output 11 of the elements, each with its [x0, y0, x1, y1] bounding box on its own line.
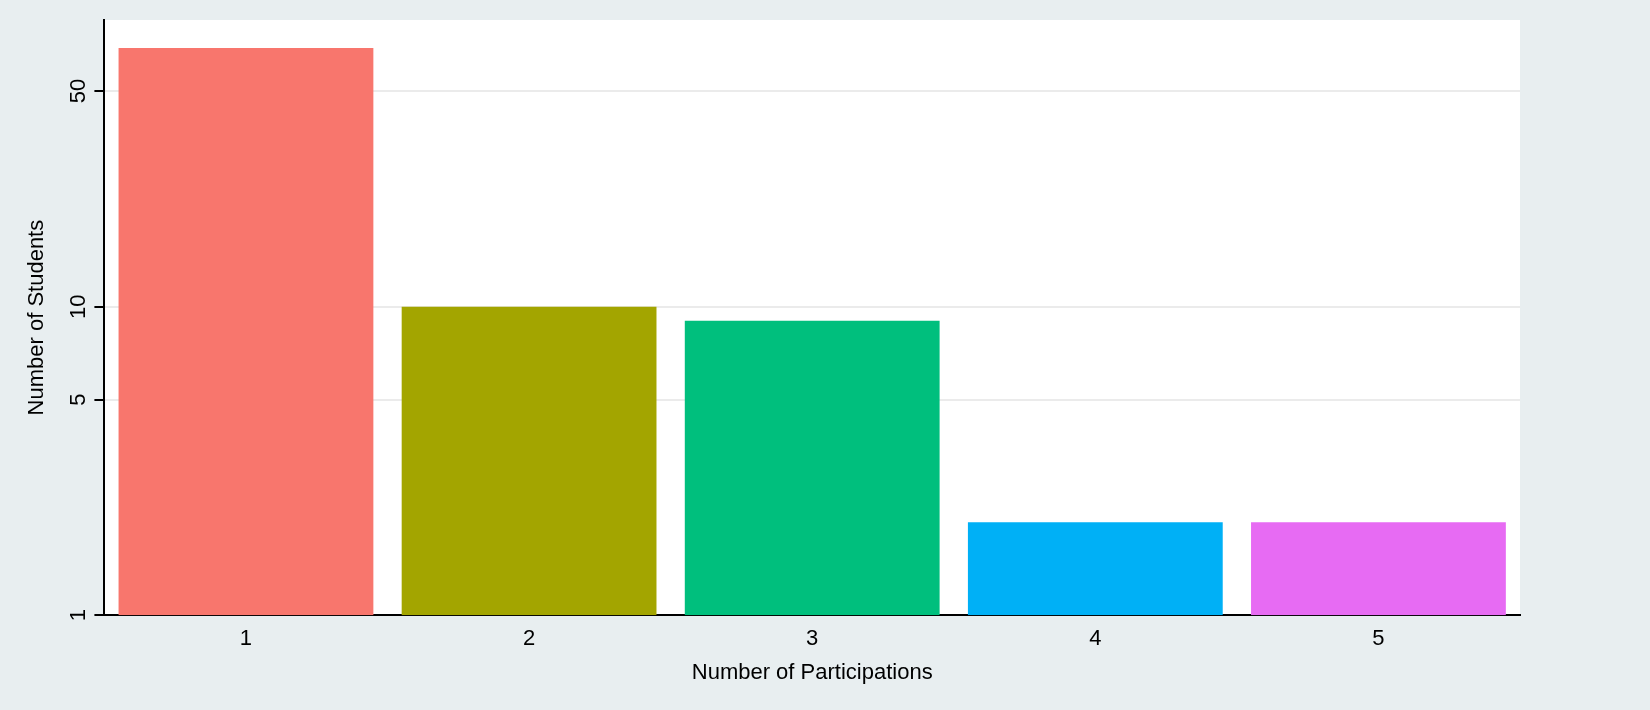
y-tick-label: 50	[65, 78, 91, 104]
x-tick-label: 2	[522, 625, 536, 651]
x-tick-label: 1	[239, 625, 253, 651]
x-tick-label: 4	[1089, 625, 1102, 651]
y-tick-label: 10	[65, 294, 91, 319]
y-axis-title: Number of Students	[23, 219, 49, 416]
y-tick-label: 1	[65, 609, 91, 622]
y-tick-label: 5	[65, 393, 91, 406]
x-axis-title: Number of Participations	[691, 658, 933, 684]
x-tick-label: 5	[1372, 625, 1385, 651]
x-tick-label: 3	[806, 625, 819, 651]
